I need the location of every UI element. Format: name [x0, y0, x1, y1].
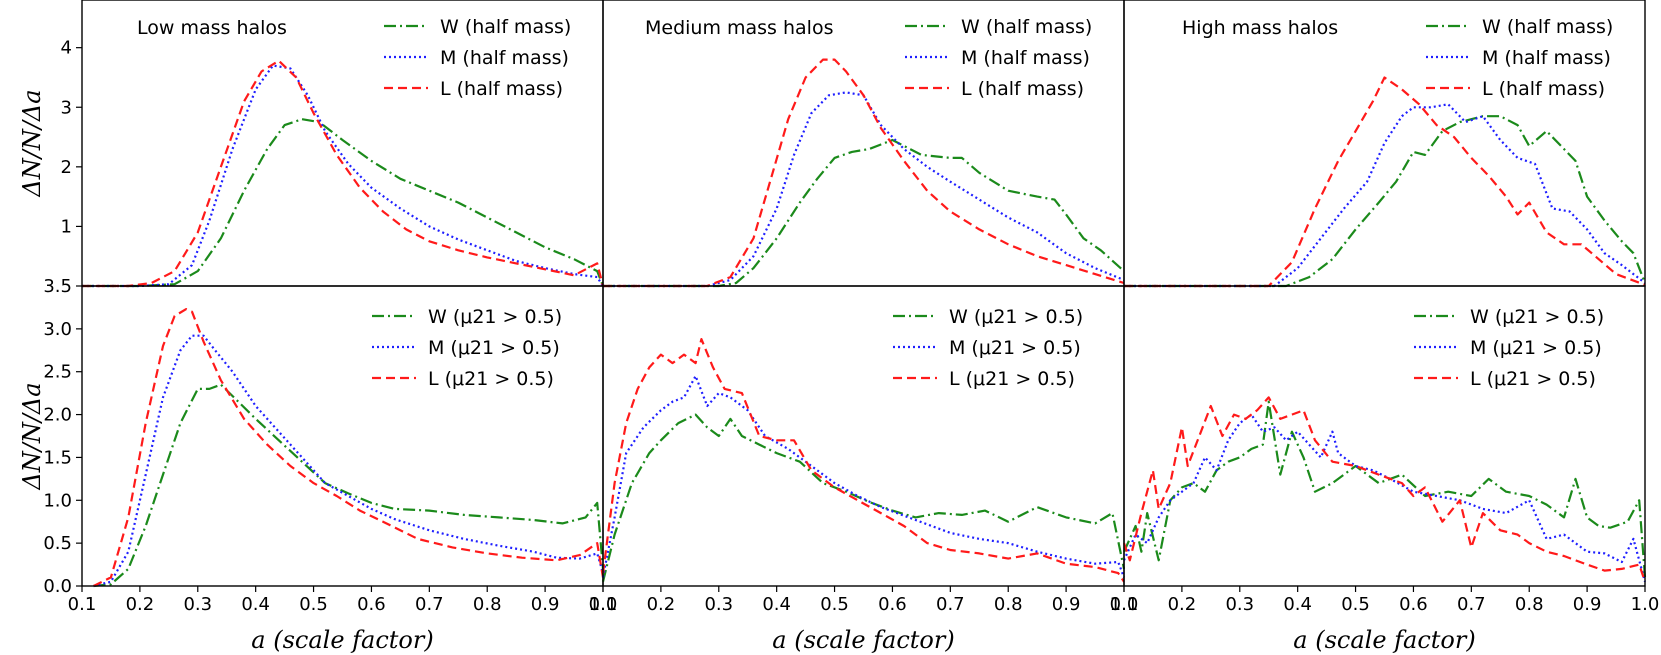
- chart-top-high-title: High mass halos: [1182, 17, 1338, 39]
- chart-bottom-high-xtick-label-8: 0.9: [1573, 594, 1602, 615]
- chart-bottom-low-frame: [81, 285, 604, 587]
- chart-bottom-medium-series-m-line: [601, 374, 1126, 578]
- chart-top-low-series-m-line: [82, 64, 604, 288]
- chart-top-high-legend-label-w: W (half mass): [1482, 16, 1613, 38]
- chart-bottom-medium-xtick-label-8: 0.9: [1052, 594, 1081, 615]
- chart-top-medium-title: Medium mass halos: [645, 17, 834, 39]
- chart-bottom-low-xtick-label-5: 0.6: [357, 594, 386, 615]
- chart-top-low-ytick-label-1: 2: [61, 157, 72, 178]
- chart-bottom-medium-series-l-line: [601, 338, 1125, 583]
- chart-bottom-low-xtick-label-3: 0.4: [241, 594, 270, 615]
- chart-top-low-series-l-line: [82, 59, 605, 288]
- chart-top-medium-series-m-line: [603, 91, 1125, 288]
- chart-bottom-medium-xtick-label-5: 0.6: [878, 594, 907, 615]
- chart-bottom-high-legend-label-l: L (μ21 > 0.5): [1470, 368, 1596, 390]
- chart-bottom-medium-series-w-line: [601, 413, 1126, 582]
- chart-bottom-low-xtick-label-9: 1.0: [589, 594, 618, 615]
- chart-bottom-low-ytick-label-3: 1.5: [43, 447, 72, 468]
- chart-bottom-medium-xtick-label-9: 1.0: [1110, 594, 1139, 615]
- chart-top-medium-legend-label-m: M (half mass): [961, 47, 1090, 69]
- chart-bottom-low-ytick-label-7: 3.5: [43, 276, 72, 297]
- chart-top-low-title: Low mass halos: [137, 17, 287, 39]
- chart-bottom-high-xtick-label-9: 1.0: [1631, 594, 1660, 615]
- chart-bottom-high: 0.1 0.2 0.3 0.4 0.5 0.6 0.7 0.8 0.9 1.0 a (scale f…: [1110, 285, 1660, 654]
- chart-top-low-ylabel: ΔN/N/Δa: [18, 89, 46, 197]
- chart-bottom-high-legend-label-w: W (μ21 > 0.5): [1470, 306, 1604, 328]
- chart-bottom-medium-xtick-label-1: 0.2: [647, 594, 676, 615]
- chart-top-high-legend-label-m: M (half mass): [1482, 47, 1611, 69]
- chart-bottom-medium-legend-label-w: W (μ21 > 0.5): [949, 306, 1083, 328]
- chart-bottom-low-series-w-line: [93, 383, 605, 588]
- chart-top-low-frame: [81, 0, 604, 287]
- chart-bottom-medium-xtick-label-7: 0.8: [994, 594, 1023, 615]
- chart-bottom-low-series-l-line: [93, 308, 605, 587]
- chart-bottom-medium-legend-label-l: L (μ21 > 0.5): [949, 368, 1075, 390]
- chart-bottom-low-xtick-label-0: 0.1: [68, 594, 97, 615]
- chart-top-medium-legend-label-w: W (half mass): [961, 16, 1092, 38]
- chart-bottom-medium-xtick-label-2: 0.3: [704, 594, 733, 615]
- chart-top-medium-series-w-line: [603, 138, 1125, 288]
- chart-bottom-high-xtick-label-7: 0.8: [1515, 594, 1544, 615]
- chart-bottom-high-series-m-line: [1122, 413, 1647, 582]
- chart-bottom-low-legend-label-w: W (μ21 > 0.5): [428, 306, 562, 328]
- chart-bottom-high-xtick-label-0: 0.1: [1110, 594, 1139, 615]
- chart-bottom-low: 0.0 0.5 1.0 1.5 2.0 2.5 3.0 3.5 0.1 0.2 0.3 0.4 0.5 0…: [18, 276, 617, 654]
- chart-top-high-legend-label-l: L (half mass): [1482, 78, 1605, 100]
- chart-bottom-high-xtick-label-3: 0.4: [1283, 594, 1312, 615]
- chart-top-low-ytick-label-0: 1: [61, 216, 72, 237]
- chart-bottom-low-ytick-label-4: 2.0: [43, 405, 72, 426]
- chart-bottom-medium: 0.1 0.2 0.3 0.4 0.5 0.6 0.7 0.8 0.9 1.0 a (scale f…: [589, 285, 1139, 654]
- chart-bottom-medium-xtick-label-6: 0.7: [936, 594, 965, 615]
- chart-bottom-high-xtick-label-5: 0.6: [1399, 594, 1428, 615]
- chart-top-high: High mass halos W (half mass) M (half mass…: [1123, 0, 1647, 288]
- chart-bottom-low-xtick-label-4: 0.5: [299, 594, 328, 615]
- chart-bottom-low-ytick-label-2: 1.0: [43, 490, 72, 511]
- chart-top-high-series-m-line: [1124, 103, 1646, 288]
- chart-bottom-low-xtick-label-2: 0.3: [183, 594, 212, 615]
- chart-top-low-ytick-label-3: 4: [61, 38, 72, 59]
- chart-bottom-medium-frame: [602, 285, 1125, 587]
- chart-bottom-high-legend-label-m: M (μ21 > 0.5): [1470, 337, 1602, 359]
- chart-bottom-low-legend-label-l: L (μ21 > 0.5): [428, 368, 554, 390]
- chart-top-medium-legend-label-l: L (half mass): [961, 78, 1084, 100]
- chart-bottom-high-xlabel: a (scale factor): [1293, 626, 1475, 654]
- chart-bottom-low-xtick-label-8: 0.9: [531, 594, 560, 615]
- chart-bottom-high-frame: [1123, 285, 1646, 587]
- chart-bottom-low-ytick-label-6: 3.0: [43, 319, 72, 340]
- chart-bottom-low-xtick-label-7: 0.8: [473, 594, 502, 615]
- chart-bottom-low-series-m-line: [93, 334, 605, 588]
- chart-bottom-low-ytick-label-1: 0.5: [43, 533, 72, 554]
- chart-top-low: 1 2 3 4 ΔN/N/Δa Low mass halos W (half mass) M …: [18, 0, 605, 288]
- chart-bottom-high-xtick-label-1: 0.2: [1168, 594, 1197, 615]
- chart-bottom-high-series-w-line: [1122, 400, 1647, 578]
- chart-top-medium: Medium mass halos W (half mass) M (half ma…: [602, 0, 1125, 288]
- chart-bottom-high-xtick-label-2: 0.3: [1225, 594, 1254, 615]
- chart-bottom-medium-xtick-label-4: 0.5: [820, 594, 849, 615]
- chart-bottom-low-xtick-label-6: 0.7: [415, 594, 444, 615]
- chart-bottom-low-xlabel: a (scale factor): [251, 626, 433, 654]
- chart-bottom-high-xtick-label-4: 0.5: [1341, 594, 1370, 615]
- chart-top-low-series-w-line: [82, 118, 605, 288]
- chart-top-high-series-l-line: [1124, 76, 1646, 288]
- chart-bottom-low-ylabel: ΔN/N/Δa: [18, 382, 46, 490]
- chart-bottom-low-ytick-label-5: 2.5: [43, 362, 72, 383]
- chart-top-low-legend-label-w: W (half mass): [440, 16, 571, 38]
- chart-top-medium-frame: [602, 0, 1125, 287]
- chart-top-medium-series-l-line: [603, 58, 1125, 288]
- chart-bottom-medium-xlabel: a (scale factor): [772, 626, 954, 654]
- chart-top-low-ytick-label-2: 3: [61, 97, 72, 118]
- chart-top-high-series-w-line: [1124, 115, 1647, 288]
- chart-top-low-legend-label-m: M (half mass): [440, 47, 569, 69]
- chart-top-high-frame: [1123, 0, 1646, 287]
- chart-top-low-legend-label-l: L (half mass): [440, 78, 563, 100]
- chart-bottom-high-xtick-label-6: 0.7: [1457, 594, 1486, 615]
- chart-bottom-high-series-l-line: [1122, 396, 1647, 583]
- chart-bottom-medium-legend-label-m: M (μ21 > 0.5): [949, 337, 1081, 359]
- chart-bottom-medium-xtick-label-0: 0.1: [589, 594, 618, 615]
- chart-bottom-medium-xtick-label-3: 0.4: [762, 594, 791, 615]
- chart-bottom-low-xtick-label-1: 0.2: [126, 594, 155, 615]
- chart-bottom-low-ytick-label-0: 0.0: [43, 576, 72, 597]
- chart-bottom-low-legend-label-m: M (μ21 > 0.5): [428, 337, 560, 359]
